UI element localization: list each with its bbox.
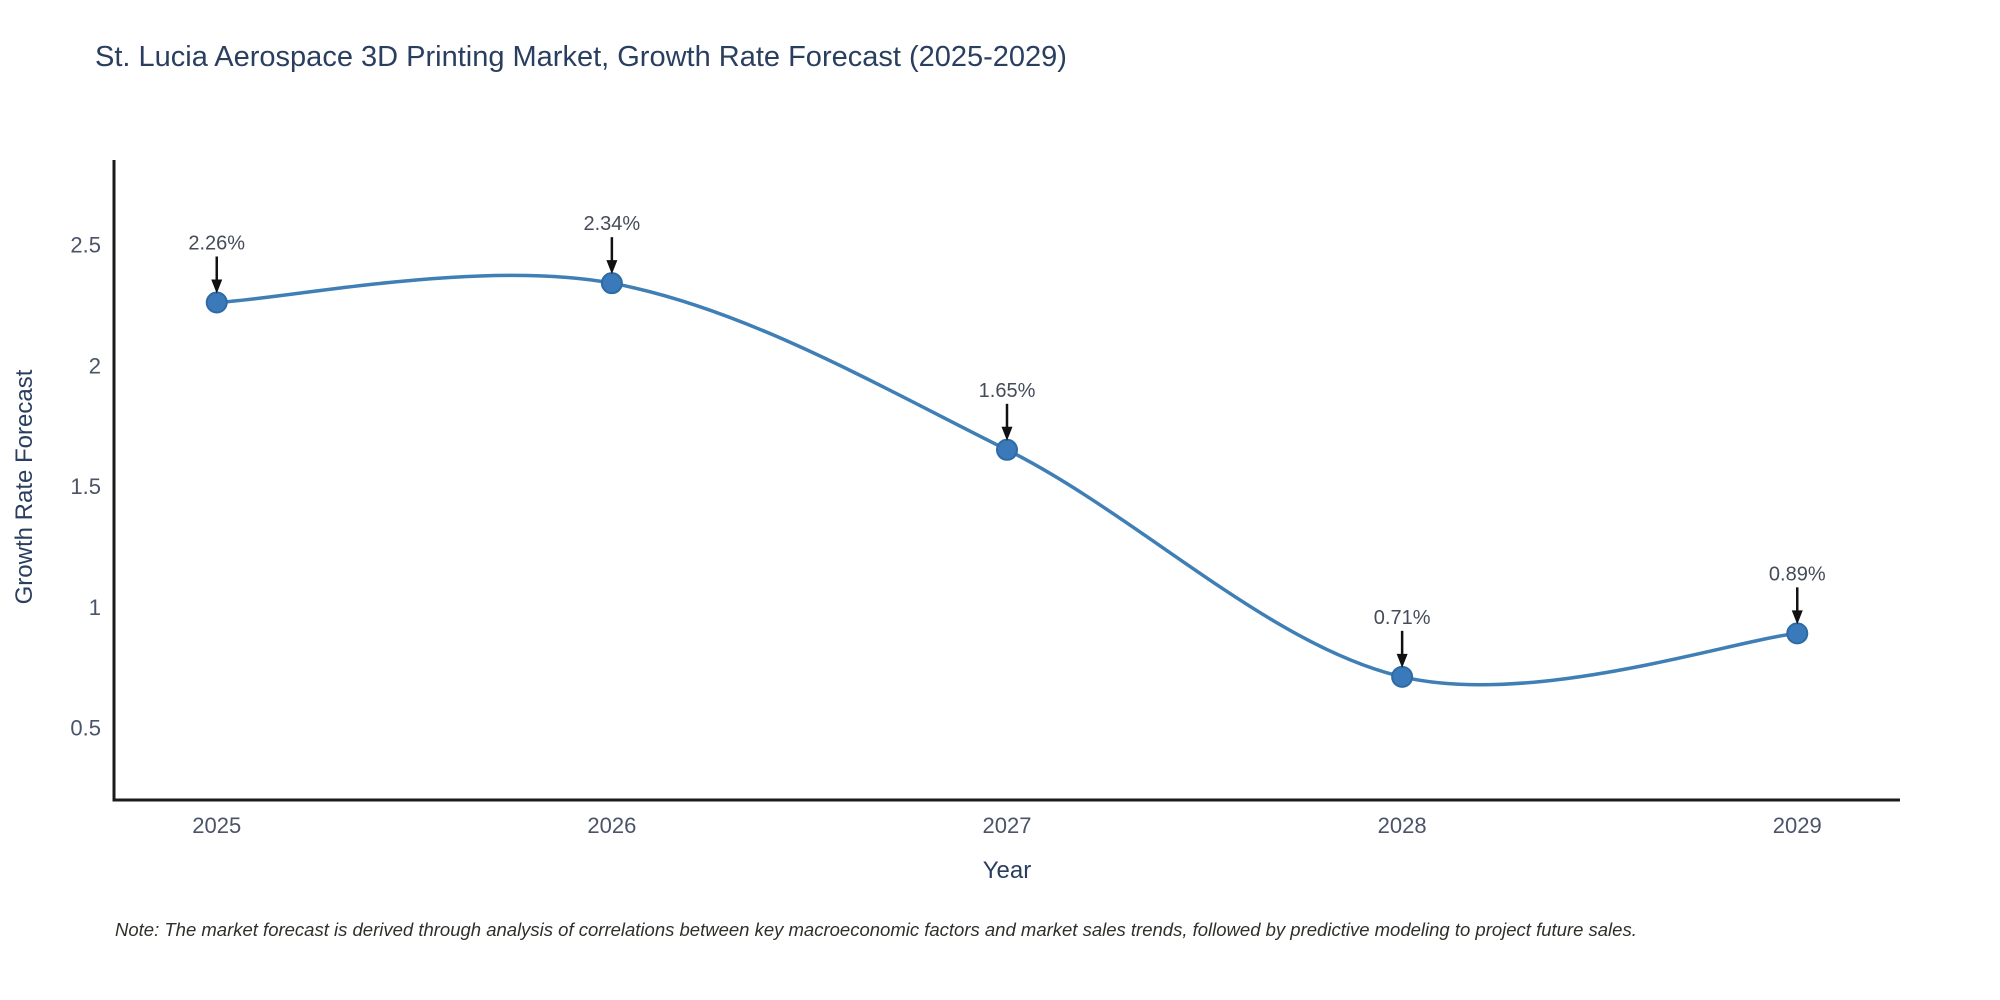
data-point-marker <box>1786 622 1809 645</box>
data-point-label: 0.89% <box>1769 563 1826 585</box>
chart-title: St. Lucia Aerospace 3D Printing Market, … <box>95 41 1067 73</box>
data-point-marker <box>600 272 623 295</box>
data-point-marker <box>1391 665 1414 688</box>
annotation-arrowhead <box>211 279 223 294</box>
y-tick-label: 0.5 <box>70 716 101 741</box>
x-axis-title: Year <box>983 857 1032 884</box>
annotation-arrowhead <box>1396 653 1408 668</box>
x-tick-label: 2028 <box>1378 813 1427 838</box>
annotation-arrowhead <box>1791 610 1803 625</box>
x-tick-label: 2025 <box>192 813 241 838</box>
data-point-label: 2.34% <box>584 213 641 235</box>
data-point-marker <box>205 291 228 314</box>
y-tick-label: 2.5 <box>70 233 101 258</box>
x-tick-label: 2029 <box>1773 813 1822 838</box>
x-tick-label: 2026 <box>587 813 636 838</box>
forecast-line <box>214 273 1800 687</box>
x-tick-label: 2027 <box>983 813 1032 838</box>
data-point-label: 2.26% <box>188 232 245 254</box>
data-point-label: 0.71% <box>1374 607 1431 629</box>
y-tick-label: 2 <box>89 353 101 378</box>
y-tick-label: 1 <box>89 595 101 620</box>
data-point-label: 1.65% <box>979 380 1036 402</box>
y-tick-label: 1.5 <box>70 474 101 499</box>
data-point-marker <box>996 438 1018 461</box>
footnote: Note: The market forecast is derived thr… <box>115 919 1637 940</box>
annotation-arrowhead <box>606 260 618 275</box>
y-axis-title: Growth Rate Forecast <box>11 369 38 604</box>
plot-area: 0.5 1 1.5 2 2.5 2025 2026 2027 2028 2029 2.26% 2.34… <box>70 160 1900 838</box>
annotation-arrowhead <box>1001 426 1013 441</box>
